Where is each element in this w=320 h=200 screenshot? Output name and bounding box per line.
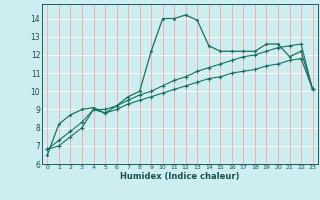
X-axis label: Humidex (Indice chaleur): Humidex (Indice chaleur) (120, 172, 240, 181)
